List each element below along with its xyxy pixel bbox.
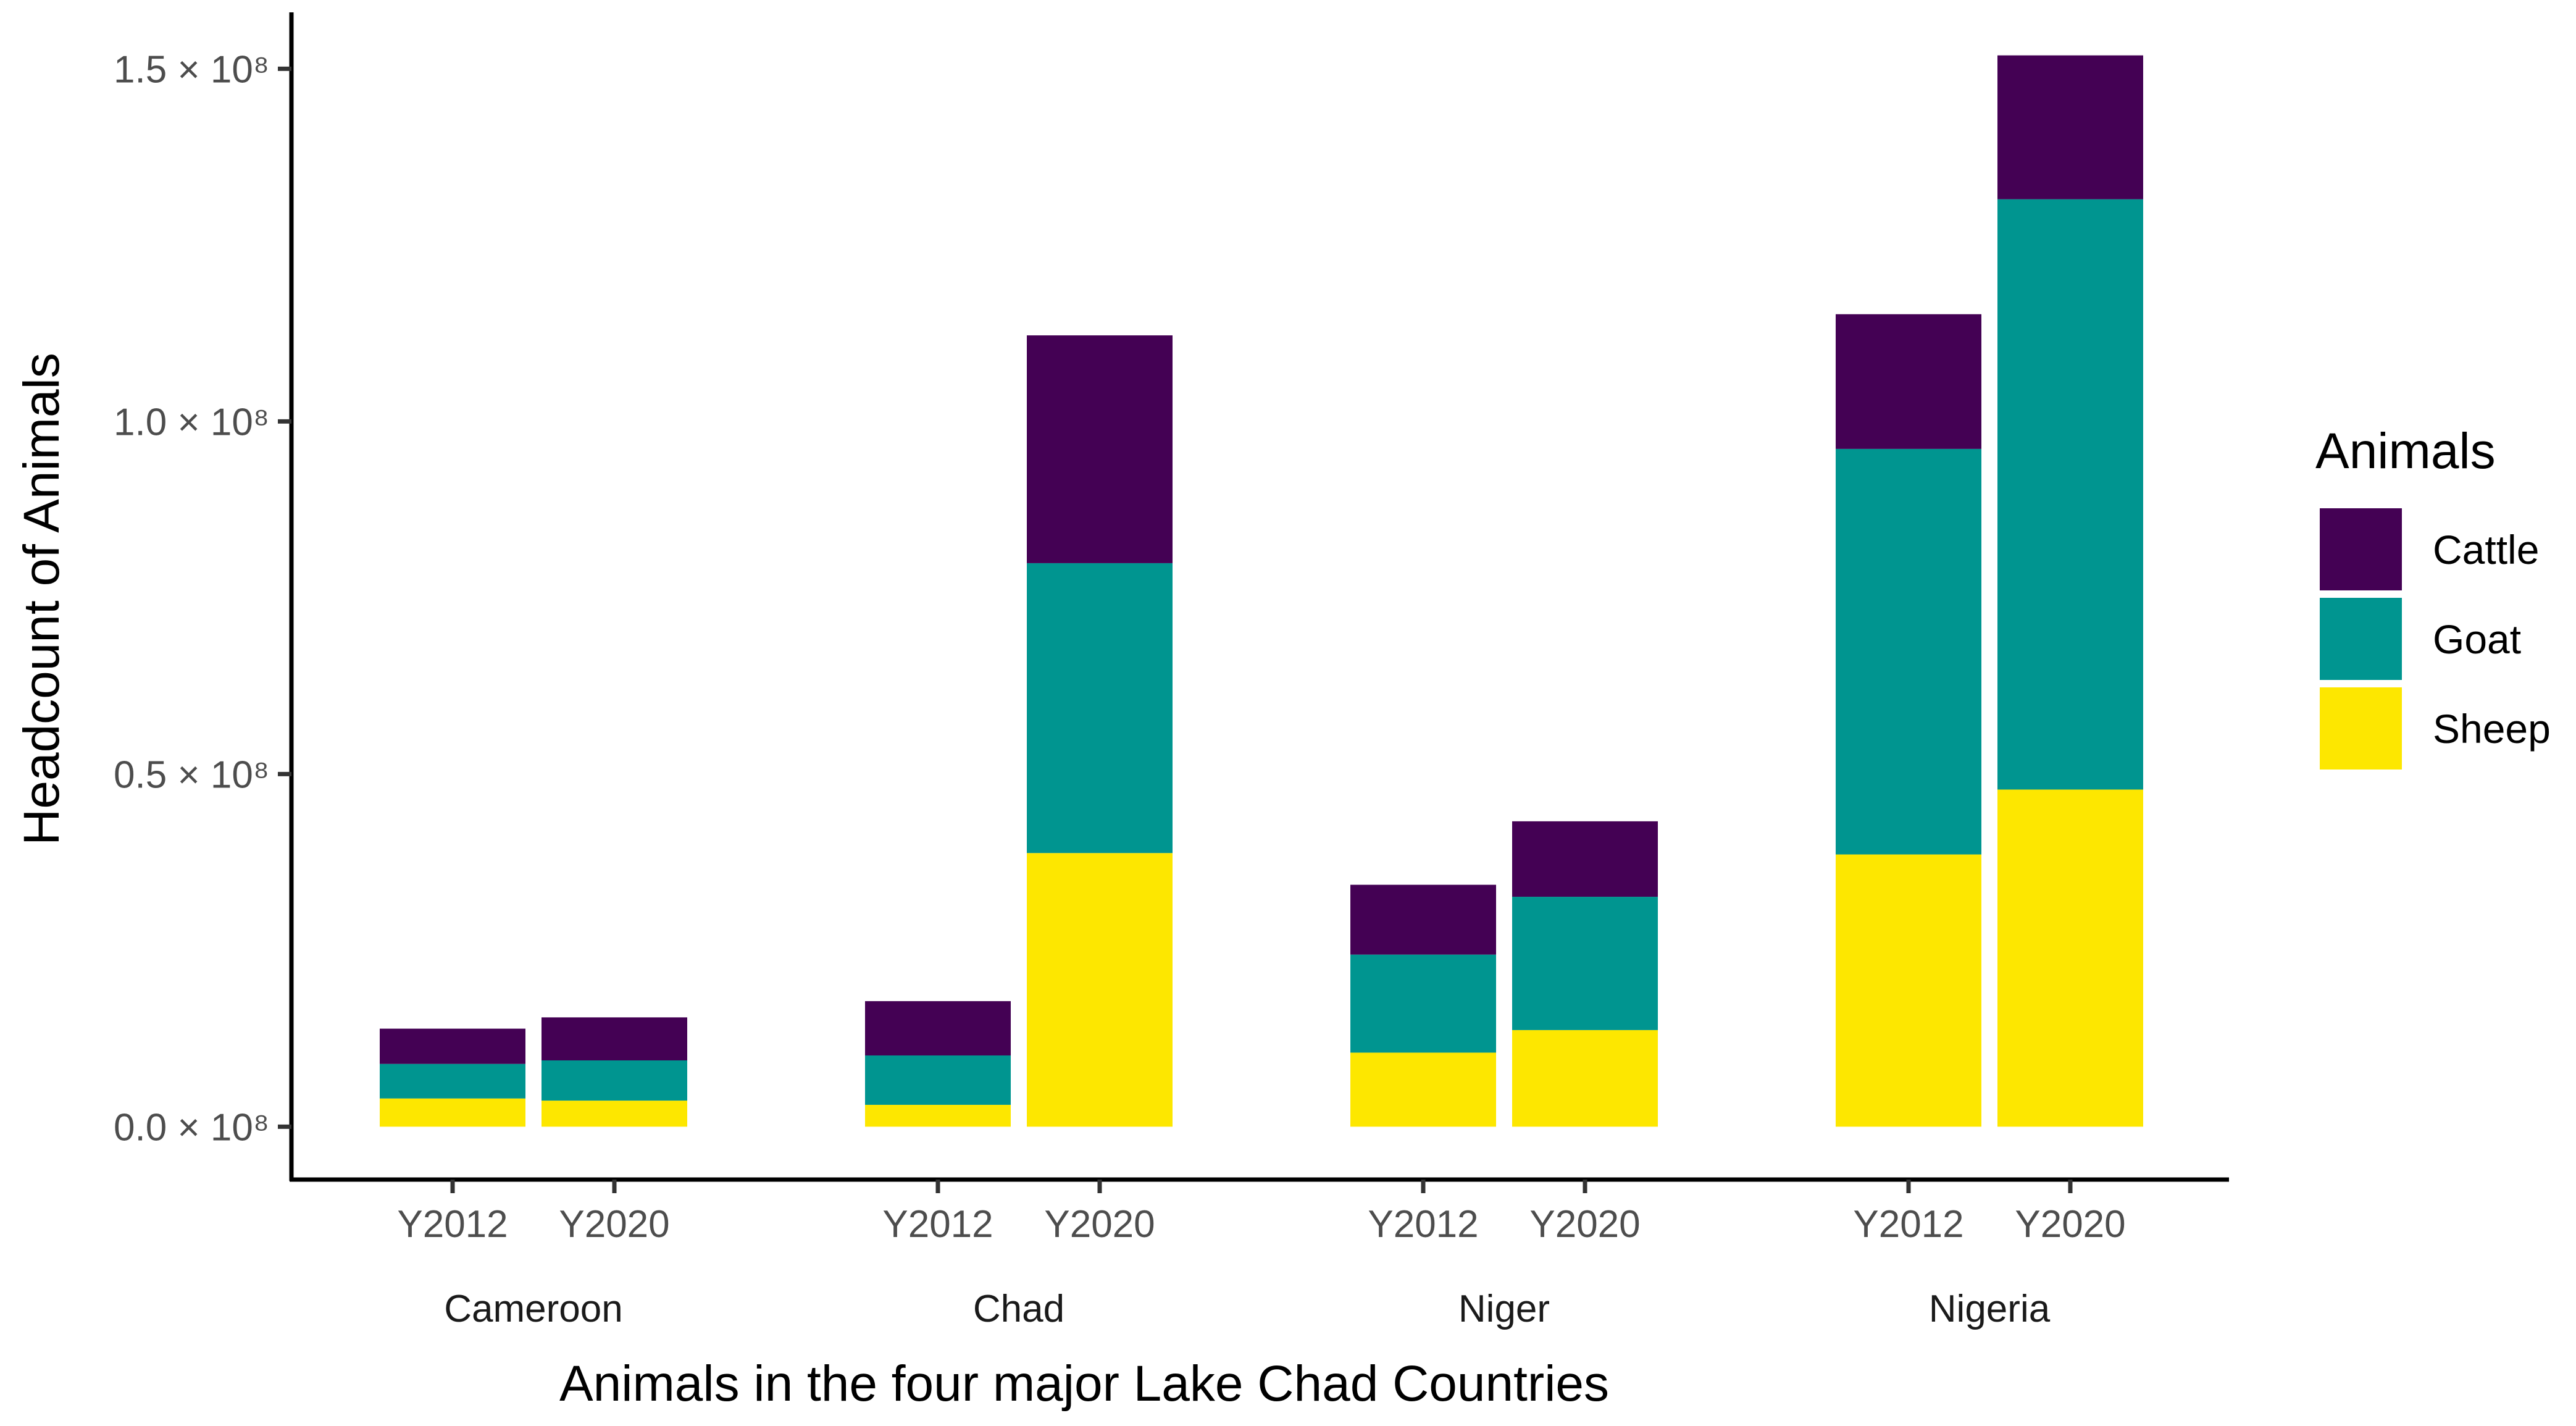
- bar-segment-cattle: [1836, 314, 1981, 449]
- bar-segment-cattle: [1997, 55, 2143, 199]
- bar-segment-goat: [1512, 897, 1658, 1030]
- legend-key-goat: [2320, 598, 2402, 680]
- x-group-label-country: Nigeria: [1929, 1288, 2051, 1330]
- y-tick-label: 1.5 × 10⁸: [114, 48, 269, 91]
- bar-segment-cattle: [1512, 821, 1658, 897]
- legend-title: Animals: [2315, 423, 2496, 479]
- legend: Animals Cattle Goat Sheep: [2315, 423, 2551, 770]
- legend-key-cattle: [2320, 508, 2402, 590]
- bar-segment-goat: [1997, 199, 2143, 790]
- bar-segment-goat: [1836, 448, 1981, 855]
- x-tick-label-year: Y2020: [1044, 1203, 1155, 1246]
- x-tick-label-year: Y2020: [1529, 1203, 1640, 1246]
- x-tick-label-year: Y2012: [1368, 1203, 1478, 1246]
- x-labels: Y2012 Y2020 Cameroon Y2012 Y2020 Chad Y2012 Y20…: [397, 1180, 2126, 1330]
- y-tick-label: 0.0 × 10⁸: [114, 1106, 269, 1149]
- y-tick-label: 1.0 × 10⁸: [114, 401, 269, 443]
- x-tick-label-year: Y2012: [397, 1203, 508, 1246]
- bar-segment-goat: [380, 1063, 525, 1099]
- bar-segment-sheep: [542, 1101, 687, 1127]
- x-group-label-country: Cameroon: [444, 1288, 622, 1330]
- bar-segment-sheep: [865, 1104, 1011, 1127]
- bar-segment-sheep: [1836, 854, 1981, 1127]
- bar-segment-sheep: [1350, 1052, 1496, 1127]
- x-tick-label-year: Y2020: [559, 1203, 669, 1246]
- x-tick-label-year: Y2012: [1853, 1203, 1963, 1246]
- bars-layer: [380, 55, 2143, 1127]
- bar-segment-sheep: [1997, 789, 2143, 1127]
- x-tick-label-year: Y2012: [882, 1203, 993, 1246]
- x-axis-title: Animals in the four major Lake Chad Coun…: [559, 1356, 1609, 1412]
- bar-segment-goat: [1350, 954, 1496, 1053]
- bar-segment-goat: [542, 1060, 687, 1101]
- bar-segment-cattle: [1350, 884, 1496, 955]
- y-axis-title: Headcount of Animals: [14, 353, 70, 845]
- bar-segment-goat: [1027, 563, 1173, 854]
- y-ticks: 0.0 × 10⁸ 0.5 × 10⁸ 1.0 × 10⁸ 1.5 × 10⁸: [114, 48, 291, 1149]
- bar-segment-sheep: [1027, 853, 1173, 1127]
- y-tick-label: 0.5 × 10⁸: [114, 753, 269, 796]
- x-group-label-country: Chad: [973, 1288, 1064, 1330]
- bar-segment-sheep: [380, 1098, 525, 1127]
- x-tick-label-year: Y2020: [2015, 1203, 2125, 1246]
- legend-key-sheep: [2320, 687, 2402, 770]
- bar-segment-cattle: [865, 1001, 1011, 1056]
- bar-segment-sheep: [1512, 1030, 1658, 1127]
- x-group-label-country: Niger: [1458, 1288, 1550, 1330]
- legend-label-goat: Goat: [2433, 616, 2521, 662]
- bar-segment-cattle: [1027, 335, 1173, 563]
- legend-label-cattle: Cattle: [2433, 527, 2539, 572]
- bar-segment-goat: [865, 1055, 1011, 1105]
- bar-segment-cattle: [542, 1017, 687, 1061]
- bar-segment-cattle: [380, 1028, 525, 1064]
- legend-label-sheep: Sheep: [2433, 706, 2551, 752]
